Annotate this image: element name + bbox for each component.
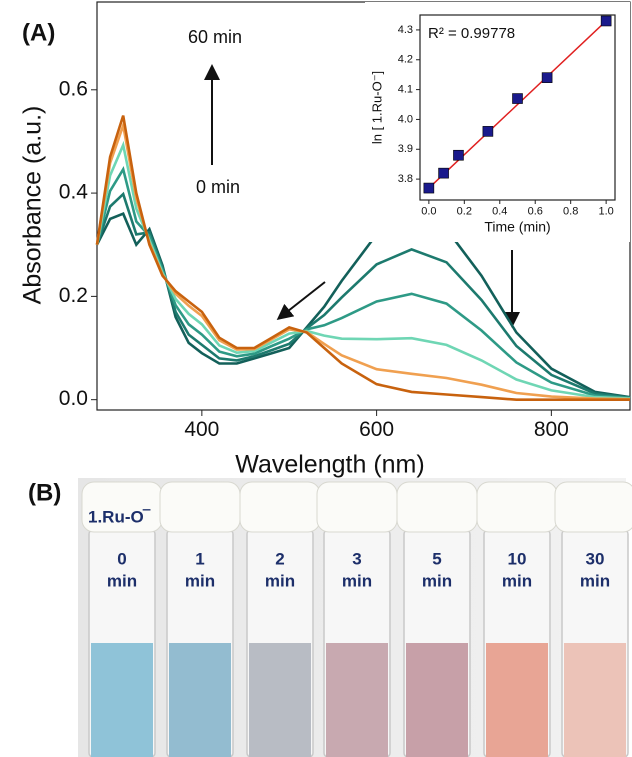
vial-time: 10 <box>508 549 527 568</box>
x-axis-label: Wavelength (nm) <box>235 451 424 479</box>
vial-time: 1 <box>195 549 204 568</box>
x-tick-label: 0.6 <box>528 206 543 218</box>
y-axis-label: Absorbance (a.u.) <box>19 106 47 305</box>
inset-background <box>365 2 630 242</box>
data-point <box>482 126 494 137</box>
vial-liquid <box>249 643 311 757</box>
vial-unit: min <box>580 571 610 590</box>
y-tick-label: 0.2 <box>59 284 88 307</box>
vial-unit: min <box>342 571 372 590</box>
vial-unit: min <box>265 571 295 590</box>
compound-label: 1.Ru-O‾ <box>88 507 151 526</box>
data-point <box>438 167 449 179</box>
vial-liquid <box>91 643 153 757</box>
x-tick-label: 800 <box>534 418 569 441</box>
arrow <box>276 281 326 320</box>
x-tick-label: 0.0 <box>421 206 436 218</box>
y-tick-label: 4.1 <box>398 84 413 96</box>
vial-liquid <box>169 643 231 757</box>
vial-cap <box>476 481 558 533</box>
x-tick-label: 0.4 <box>492 206 507 218</box>
vial-unit: min <box>502 571 532 590</box>
inset-plot: 0.0 0.2 0.4 0.6 0.8 1.0 3.8 3.9 4.0 4.1 4.2 4.3 Time… <box>365 2 630 242</box>
x-tick-label: 600 <box>359 418 394 441</box>
main-plot: 400 600 800 0.0 0.2 0.4 0.6 <box>59 1 631 441</box>
y-tick-label: 3.8 <box>398 173 413 185</box>
plot-frame <box>419 14 616 201</box>
vial-time: 30 <box>586 549 605 568</box>
vial-cap <box>159 481 241 533</box>
vial-cap <box>396 481 478 533</box>
spectrum-line <box>95 165 631 400</box>
y-tick-label: 4.2 <box>398 54 413 66</box>
x-tick-label: 0.2 <box>457 206 472 218</box>
spectrum-line <box>95 212 631 399</box>
data-point <box>423 182 435 194</box>
y-tick-label: 0.0 <box>59 387 88 410</box>
panel-label: (A) <box>22 19 55 46</box>
vial-time: 0 <box>117 549 126 568</box>
vial-time: 2 <box>275 549 284 568</box>
vial-liquid <box>326 643 388 757</box>
vial-cap <box>316 481 398 533</box>
y-tick-label: 3.9 <box>398 143 413 155</box>
annotation: 60 min <box>188 27 242 47</box>
vial-unit: min <box>107 571 137 590</box>
data-point <box>453 149 464 161</box>
data-point <box>600 15 612 27</box>
y-tick-label: 0.6 <box>59 77 88 100</box>
photo-panel: 0 min 1 min 2 min 3 min 5 min 10 min 30 min <box>78 478 632 757</box>
vial-cap <box>239 481 321 533</box>
spectrum-line <box>95 191 631 399</box>
data-point <box>512 93 523 104</box>
panel-label: (B) <box>28 479 61 506</box>
x-tick-label: 1.0 <box>598 206 613 218</box>
x-tick-label: 0.8 <box>563 206 578 218</box>
x-tick-label: 400 <box>184 418 219 441</box>
y-tick-label: 4.3 <box>398 24 413 36</box>
y-tick-label: 0.4 <box>59 181 89 204</box>
vial-time: 5 <box>432 549 441 568</box>
annotation: 0 min <box>196 177 240 197</box>
vial-unit: min <box>185 571 215 590</box>
x-axis-label: Time (min) <box>484 219 550 235</box>
vial-liquid <box>486 643 548 757</box>
fit-annotation: R² = 0.99778 <box>428 25 515 42</box>
y-axis-label: ln [ 1.Ru-O⁻] <box>369 71 384 144</box>
data-point <box>541 72 553 83</box>
vial-liquid <box>406 643 468 757</box>
vial-time: 3 <box>352 549 361 568</box>
y-tick-label: 4.0 <box>398 113 413 125</box>
vial-unit: min <box>422 571 452 590</box>
vial-liquid <box>564 643 626 757</box>
vial-cap <box>554 481 632 533</box>
spectrum-line <box>95 115 630 401</box>
